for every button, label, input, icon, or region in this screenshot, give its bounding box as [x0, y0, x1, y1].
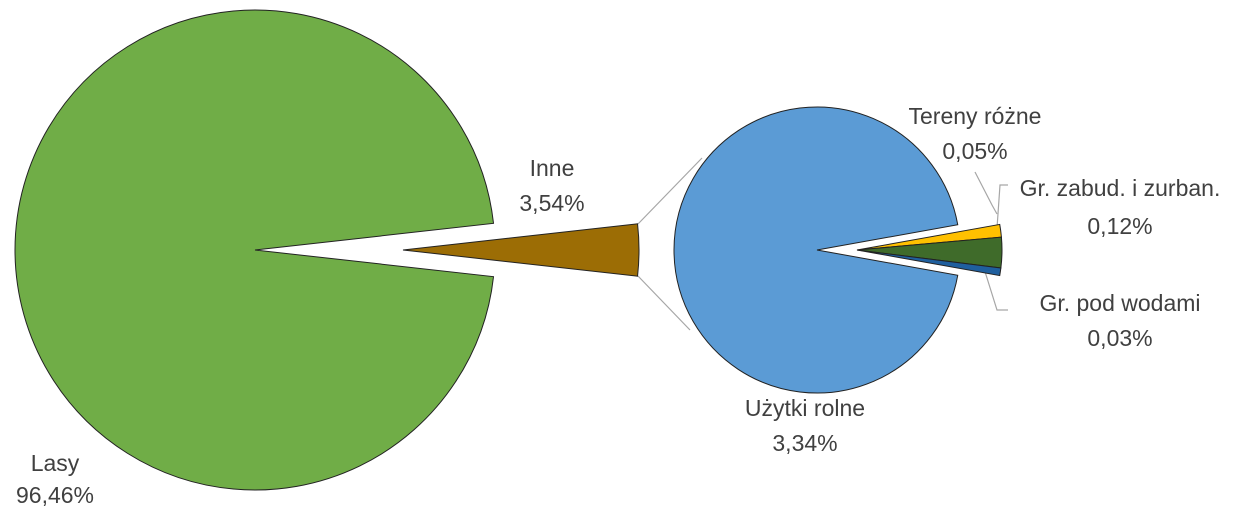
connector-line — [637, 157, 703, 225]
category-label: Gr. zabud. i zurban. — [1020, 175, 1221, 201]
leader-line — [974, 171, 998, 215]
category-label: Gr. pod wodami — [1039, 290, 1200, 316]
category-label: Użytki rolne — [745, 395, 865, 421]
value-label: 3,34% — [772, 430, 837, 456]
value-label: 3,54% — [519, 190, 584, 216]
category-label: Inne — [530, 155, 575, 181]
value-label: 0,12% — [1087, 213, 1152, 239]
value-label: 0,03% — [1087, 325, 1152, 351]
value-label: 96,46% — [16, 482, 94, 508]
pie-slice — [402, 223, 640, 277]
leader-line — [996, 184, 1008, 229]
connector-line — [637, 275, 691, 331]
category-label: Lasy — [31, 450, 80, 476]
leader-line — [981, 261, 1008, 311]
category-label: Tereny różne — [909, 103, 1042, 129]
pie-slice — [14, 9, 495, 491]
value-label: 0,05% — [942, 138, 1007, 164]
pie-slice — [856, 249, 1002, 277]
pie-slice — [673, 106, 959, 394]
